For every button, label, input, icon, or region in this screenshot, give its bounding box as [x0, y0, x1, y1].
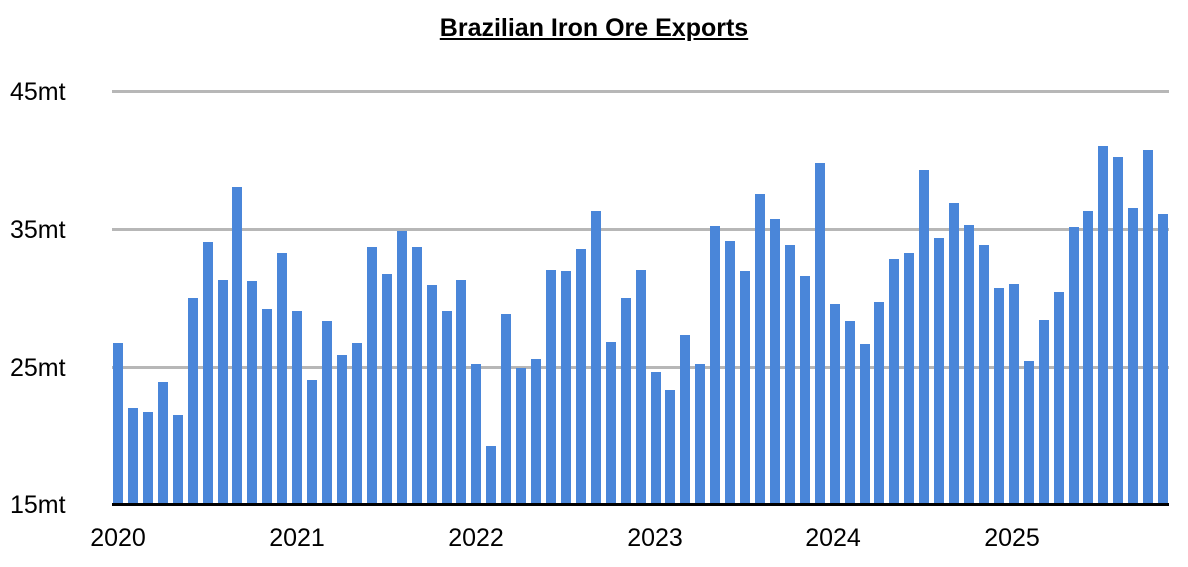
bar-2022-12 [635, 270, 646, 504]
bar-2022-11 [620, 297, 631, 504]
bar-2025-03 [1038, 319, 1049, 504]
x-axis-line [112, 503, 1169, 506]
bar-2021-02 [307, 380, 318, 504]
bar-2023-04 [695, 363, 706, 504]
gridline-35 [112, 228, 1169, 231]
bar-2021-11 [441, 311, 452, 504]
bar-2020-04 [157, 381, 168, 504]
x-tick-2024: 2024 [805, 524, 861, 552]
bar-2023-03 [680, 334, 691, 504]
bar-2023-01 [650, 371, 661, 504]
bar-2021-08 [396, 231, 407, 504]
bar-2022-06 [546, 270, 556, 504]
bar-2024-09 [949, 202, 960, 504]
bar-2023-10 [784, 245, 795, 504]
bar-2021-01 [292, 311, 303, 504]
bar-2025-11 [1158, 213, 1169, 504]
bar-2025-10 [1143, 150, 1154, 504]
bar-2025-04 [1053, 292, 1064, 504]
y-tick-25: 25mt [10, 354, 66, 382]
bar-2020-05 [172, 414, 183, 504]
bar-2025-05 [1068, 227, 1079, 504]
bar-2021-03 [322, 320, 332, 504]
bar-2025-02 [1023, 360, 1034, 504]
bar-2023-09 [769, 219, 780, 504]
bar-2024-10 [964, 224, 974, 504]
x-tick-2021: 2021 [269, 524, 325, 552]
bar-2024-02 [844, 320, 855, 504]
bar-2024-03 [859, 344, 870, 504]
y-tick-15: 15mt [10, 491, 66, 519]
bar-2024-11 [978, 245, 989, 504]
bar-2022-08 [575, 249, 586, 504]
bar-2023-11 [799, 275, 810, 504]
bar-2023-05 [710, 225, 721, 504]
bar-2025-08 [1113, 157, 1124, 504]
bar-2022-05 [531, 359, 541, 504]
chart-title: Brazilian Iron Ore Exports [439, 14, 749, 42]
bar-2024-06 [904, 253, 915, 504]
bar-2022-09 [590, 210, 601, 504]
bar-2021-07 [381, 274, 392, 504]
bar-2020-09 [232, 187, 243, 504]
bar-2021-04 [336, 355, 347, 504]
bar-2022-01 [471, 363, 482, 504]
bar-2023-12 [814, 162, 825, 504]
y-tick-35: 35mt [10, 216, 66, 244]
bar-2020-10 [247, 281, 258, 504]
bar-2025-09 [1128, 208, 1139, 504]
bar-2022-03 [501, 314, 512, 504]
bar-2020-06 [187, 297, 198, 504]
bar-2025-07 [1098, 146, 1109, 504]
x-tick-2020: 2020 [90, 524, 146, 552]
bar-2020-07 [202, 242, 213, 504]
bar-2024-05 [889, 259, 900, 504]
bar-2025-06 [1083, 210, 1094, 504]
bar-2023-08 [755, 194, 765, 505]
bar-2025-01 [1008, 283, 1019, 504]
bar-2023-07 [740, 271, 751, 504]
bar-2020-11 [262, 308, 273, 504]
bar-2022-07 [560, 271, 571, 504]
bar-2020-01 [113, 342, 123, 504]
bar-2021-09 [411, 246, 422, 504]
gridline-45 [112, 90, 1169, 93]
bar-2023-02 [665, 389, 676, 504]
bar-2024-07 [919, 169, 930, 504]
x-tick-2025: 2025 [984, 524, 1040, 552]
bar-2021-06 [366, 246, 377, 504]
bar-2020-12 [277, 253, 288, 504]
bar-2022-02 [486, 446, 497, 504]
bar-2024-08 [934, 238, 945, 504]
bar-2022-10 [605, 341, 616, 504]
bar-2024-01 [829, 304, 840, 504]
bar-2021-05 [351, 342, 362, 504]
bar-2021-12 [456, 279, 467, 504]
y-tick-45: 45mt [10, 78, 66, 106]
bar-2023-06 [725, 241, 736, 504]
bar-2022-04 [516, 367, 527, 504]
x-tick-2022: 2022 [448, 524, 504, 552]
x-tick-2023: 2023 [627, 524, 683, 552]
bar-2021-10 [426, 285, 437, 504]
bar-2020-03 [142, 411, 153, 504]
bar-2020-02 [127, 407, 138, 504]
bar-2024-12 [993, 287, 1004, 504]
bar-2024-04 [874, 301, 885, 504]
bar-2020-08 [217, 279, 228, 504]
